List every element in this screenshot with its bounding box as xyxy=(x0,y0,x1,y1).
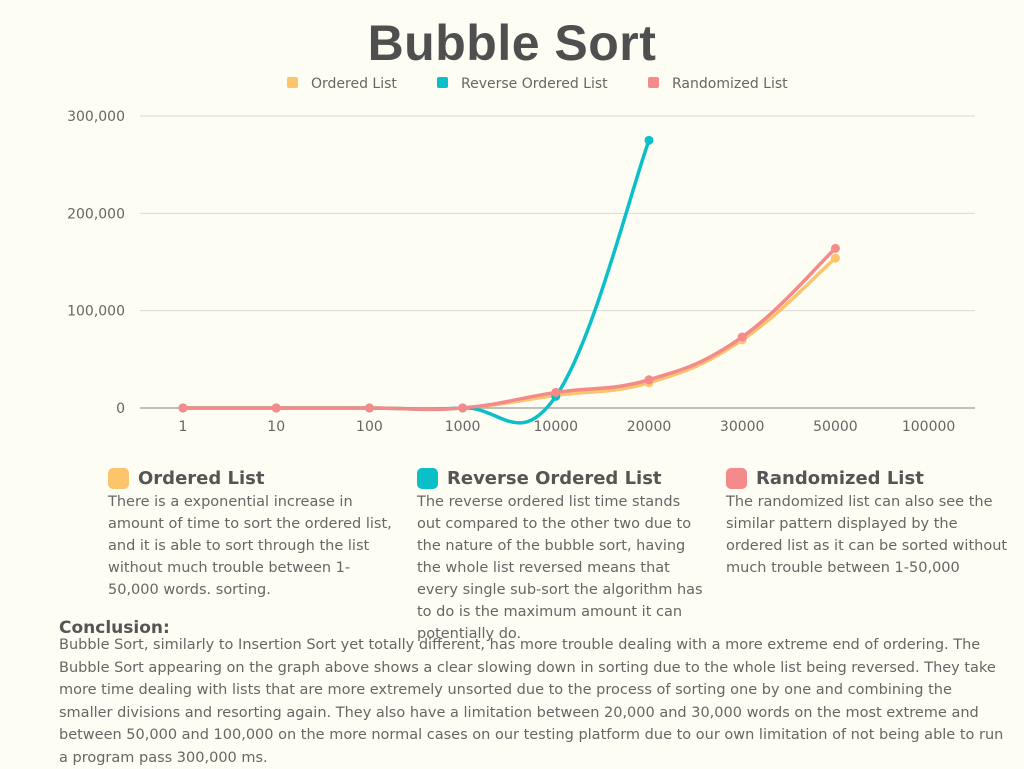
x-tick-label-4: 10000 xyxy=(534,419,579,435)
series-1 xyxy=(178,135,654,425)
y-tick-label-1: 100,000 xyxy=(67,304,125,320)
x-tick-label-3: 1000 xyxy=(445,419,481,435)
data-point-2-2 xyxy=(364,403,374,413)
legend-swatch-1 xyxy=(437,77,448,88)
legend-label-2: Randomized List xyxy=(672,76,788,92)
legend-swatch-2 xyxy=(648,77,659,88)
data-point-1-5 xyxy=(644,135,654,145)
data-point-0-7 xyxy=(830,253,840,263)
note-title-ordered: Ordered List xyxy=(138,467,265,489)
x-tick-label-2: 100 xyxy=(356,419,383,435)
note-title-reverse: Reverse Ordered List xyxy=(447,467,662,489)
note-swatch-ordered xyxy=(108,467,129,489)
page-title: Bubble Sort xyxy=(367,15,657,71)
chart-legend: Ordered List Reverse Ordered List Randomiz… xyxy=(287,76,788,92)
series-2 xyxy=(178,243,840,413)
chart-series xyxy=(178,135,840,425)
note-reverse-ordered-list: Reverse Ordered List The reverse ordered… xyxy=(417,466,707,645)
legend-swatch-0 xyxy=(287,77,298,88)
legend-label-0: Ordered List xyxy=(311,76,397,92)
note-text-ordered: There is a exponential increase in amoun… xyxy=(108,494,392,598)
data-point-2-6 xyxy=(737,332,747,342)
x-tick-label-1: 10 xyxy=(267,419,285,435)
y-tick-label-3: 300,000 xyxy=(67,109,125,125)
note-text-randomized: The randomized list can also see the sim… xyxy=(726,494,1008,576)
note-title-randomized: Randomized List xyxy=(756,467,924,489)
note-swatch-reverse xyxy=(417,467,438,489)
x-tick-label-5: 20000 xyxy=(627,419,672,435)
x-tick-label-6: 30000 xyxy=(720,419,765,435)
series-line-1 xyxy=(181,138,651,425)
note-swatch-randomized xyxy=(726,467,747,489)
note-text-reverse: The reverse ordered list time stands out… xyxy=(417,494,703,642)
data-point-2-1 xyxy=(271,403,281,413)
y-tick-label-2: 200,000 xyxy=(67,206,125,222)
data-point-2-0 xyxy=(178,403,188,413)
data-point-2-3 xyxy=(458,403,468,413)
note-ordered-list: Ordered List There is a exponential incr… xyxy=(108,466,398,601)
data-point-2-4 xyxy=(551,387,561,397)
x-tick-label-0: 1 xyxy=(179,419,188,435)
conclusion-text: Bubble Sort, similarly to Insertion Sort… xyxy=(59,637,1004,766)
data-point-2-7 xyxy=(830,243,840,253)
chart-grid xyxy=(140,115,975,409)
note-randomized-list: Randomized List The randomized list can … xyxy=(726,466,1016,579)
chart-axes: 0 100,000 200,000 300,000 1 10 100 1000 10000 200… xyxy=(67,109,955,435)
x-tick-label-8: 100000 xyxy=(902,419,955,435)
data-point-2-5 xyxy=(644,375,654,385)
legend-label-1: Reverse Ordered List xyxy=(461,76,608,92)
y-tick-label-0: 0 xyxy=(116,401,125,417)
conclusion-title: Conclusion: xyxy=(59,618,170,638)
series-line-0 xyxy=(181,256,838,411)
line-chart: Ordered List Reverse Ordered List Randomiz… xyxy=(67,76,975,435)
series-line-2 xyxy=(181,246,838,412)
x-tick-label-7: 50000 xyxy=(813,419,858,435)
